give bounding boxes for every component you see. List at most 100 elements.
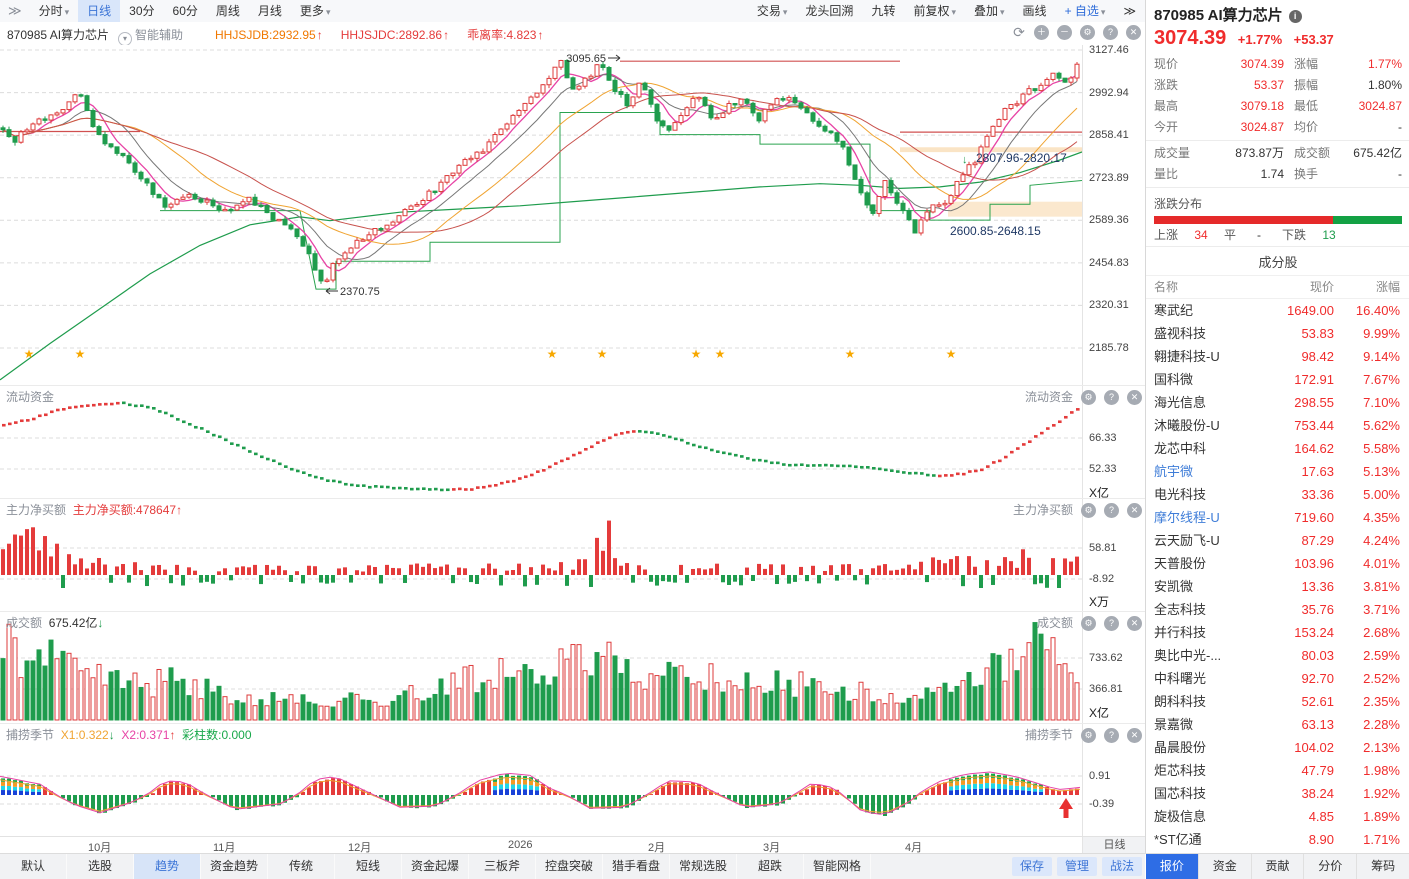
help-icon[interactable]: ? — [1104, 390, 1119, 406]
period-tab-周线[interactable]: 周线 — [215, 4, 240, 18]
action-管理[interactable]: 管理 — [1056, 857, 1097, 876]
constituent-row[interactable]: 旋极信息 4.85 1.89% — [1146, 805, 1409, 828]
collapse-icon[interactable]: ≫ — [8, 3, 22, 18]
help-icon[interactable]: ? — [1104, 728, 1119, 744]
constituent-row[interactable]: 电光科技 33.36 5.00% — [1146, 483, 1409, 506]
flow-funds-chart[interactable] — [0, 386, 1082, 499]
constituent-row[interactable]: 朗科科技 52.61 2.35% — [1146, 690, 1409, 713]
zoom-out-icon[interactable]: － — [1057, 25, 1072, 41]
settings-icon[interactable]: ⚙ — [1081, 503, 1096, 519]
close-icon[interactable]: ✕ — [1127, 616, 1142, 632]
strategy-选股[interactable]: 选股 — [67, 854, 134, 879]
col-header: 现价 — [1309, 280, 1334, 294]
constituent-row[interactable]: 云天励飞-U 87.29 4.24% — [1146, 529, 1409, 552]
constituent-row[interactable]: 航宇微 17.63 5.13% — [1146, 460, 1409, 483]
tab-资金[interactable]: 资金 — [1197, 854, 1251, 879]
settings-icon[interactable]: ⚙ — [1081, 728, 1096, 744]
turnover-chart[interactable] — [0, 612, 1082, 724]
help-icon[interactable]: ? — [1103, 25, 1118, 41]
turnover-panel[interactable]: 成交额 675.42亿↓ 成交额 ⚙? ✕ 733.62 366.81 X亿 — [0, 611, 1145, 724]
constituent-row[interactable]: 寒武纪 1649.00 16.40% — [1146, 299, 1409, 322]
strategy-短线[interactable]: 短线 — [335, 854, 402, 879]
strategy-智能网格[interactable]: 智能网格 — [804, 854, 871, 879]
strategy-资金趋势[interactable]: 资金趋势 — [201, 854, 268, 879]
zoom-in-icon[interactable]: ＋ — [1034, 25, 1049, 41]
strategy-趋势[interactable]: 趋势 — [134, 854, 201, 879]
constituent-row[interactable]: 安凯微 13.36 3.81% — [1146, 575, 1409, 598]
constituent-row[interactable]: 翱捷科技-U 98.42 9.14% — [1146, 345, 1409, 368]
tool-画线[interactable]: 画线 — [1022, 4, 1047, 18]
stock-price: 98.42 — [1301, 349, 1334, 364]
tool-+ 自选[interactable]: + 自选 ▾ — [1064, 4, 1106, 18]
period-tab-月线[interactable]: 月线 — [257, 4, 282, 18]
period-tab-60分[interactable]: 60分 — [172, 4, 198, 18]
constituent-row[interactable]: 晶晨股份 104.02 2.13% — [1146, 736, 1409, 759]
refresh-icon[interactable]: ⟳ — [1013, 24, 1025, 41]
tool-叠加[interactable]: 叠加 ▾ — [974, 4, 1005, 18]
constituent-row[interactable]: 奥比中光-... 80.03 2.59% — [1146, 644, 1409, 667]
tool-前复权[interactable]: 前复权 ▾ — [913, 4, 956, 18]
strategy-资金起爆[interactable]: 资金起爆 — [402, 854, 469, 879]
settings-icon[interactable]: ⚙ — [1080, 25, 1095, 41]
tab-贡献[interactable]: 贡献 — [1250, 854, 1304, 879]
tab-报价[interactable]: 报价 — [1146, 854, 1198, 879]
tool-九转[interactable]: 九转 — [871, 4, 896, 18]
main-net-buy-chart[interactable] — [0, 499, 1082, 612]
stock-price: 103.96 — [1294, 556, 1334, 571]
candlestick-chart[interactable]: 3095.65 2807.96-2820.17 ↓ 2600.85-2648.15 23… — [0, 45, 1082, 385]
stock-price: 1649.00 — [1287, 303, 1334, 318]
settings-icon[interactable]: ⚙ — [1081, 390, 1096, 406]
constituent-row[interactable]: 盛视科技 53.83 9.99% — [1146, 322, 1409, 345]
tab-分价[interactable]: 分价 — [1303, 854, 1356, 879]
close-icon[interactable]: ✕ — [1127, 390, 1142, 406]
constituent-row[interactable]: 海光信息 298.55 7.10% — [1146, 391, 1409, 414]
action-战法[interactable]: 战法 — [1101, 857, 1142, 876]
close-icon[interactable]: ✕ — [1127, 728, 1142, 744]
distribution-section: 涨跌分布 上涨 34 平 - 下跌 13 — [1146, 190, 1409, 246]
help-icon[interactable]: ? — [1104, 503, 1119, 519]
stock-pct: 1.89% — [1363, 809, 1400, 824]
settings-icon[interactable]: ⚙ — [1081, 616, 1096, 632]
tool-≫[interactable]: ≫ — [1123, 4, 1136, 18]
flow-funds-panel[interactable]: 流动资金 流动资金 ⚙? ✕ 66.33 52.33 X亿 — [0, 385, 1145, 500]
strategy-猎手看盘[interactable]: 猎手看盘 — [603, 854, 670, 879]
constituent-row[interactable]: 景嘉微 63.13 2.28% — [1146, 713, 1409, 736]
period-tab-更多[interactable]: 更多 ▾ — [299, 4, 331, 18]
constituent-row[interactable]: 国芯科技 38.24 1.92% — [1146, 782, 1409, 805]
constituent-row[interactable]: 炬芯科技 47.79 1.98% — [1146, 759, 1409, 782]
info-icon[interactable]: i — [1288, 10, 1302, 23]
constituent-row[interactable]: 沐曦股份-U 753.44 5.62% — [1146, 414, 1409, 437]
constituent-row[interactable]: 国科微 172.91 7.67% — [1146, 368, 1409, 391]
constituent-row[interactable]: 中科曙光 92.70 2.52% — [1146, 667, 1409, 690]
strategy-传统[interactable]: 传统 — [268, 854, 335, 879]
smart-assist-toggle[interactable]: ▾ 智能辅助 — [118, 26, 183, 46]
constituent-row[interactable]: 摩尔线程-U 719.60 4.35% — [1146, 506, 1409, 529]
help-icon[interactable]: ? — [1104, 616, 1119, 632]
period-tab-分时[interactable]: 分时 ▾ — [38, 4, 70, 18]
quote-label: 量比 — [1154, 167, 1179, 181]
chevron-down-icon: ▾ — [951, 7, 956, 17]
fishing-season-chart[interactable] — [0, 724, 1082, 837]
fishing-season-panel[interactable]: 捕捞季节 X1:0.322↓ X2:0.371↑ 彩柱数:0.000 捕捞季节 ⚙… — [0, 723, 1145, 837]
strategy-常规选股[interactable]: 常规选股 — [670, 854, 737, 879]
stock-name: 奥比中光-... — [1154, 648, 1222, 663]
constituent-row[interactable]: 全志科技 35.76 3.71% — [1146, 598, 1409, 621]
action-保存[interactable]: 保存 — [1011, 857, 1052, 876]
period-tab-30分[interactable]: 30分 — [129, 4, 155, 18]
constituent-row[interactable]: *ST亿通 8.90 1.71% — [1146, 828, 1409, 851]
constituent-row[interactable]: 天普股份 103.96 4.01% — [1146, 552, 1409, 575]
tool-龙头回溯[interactable]: 龙头回溯 — [805, 4, 854, 18]
tab-筹码[interactable]: 筹码 — [1356, 854, 1409, 879]
constituent-row[interactable]: 龙芯中科 164.62 5.58% — [1146, 437, 1409, 460]
period-tab-日线[interactable]: 日线 — [78, 0, 121, 22]
tool-交易[interactable]: 交易 ▾ — [756, 4, 788, 18]
main-net-buy-panel[interactable]: 主力净买额 主力净买额:478647↑ 主力净买额 ⚙? ✕ 58.81 -8.92 X… — [0, 498, 1145, 612]
constituent-row[interactable]: 并行科技 153.24 2.68% — [1146, 621, 1409, 644]
strategy-默认[interactable]: 默认 — [0, 854, 67, 879]
close-icon[interactable]: ✕ — [1126, 25, 1141, 41]
strategy-三板斧[interactable]: 三板斧 — [469, 854, 536, 879]
close-icon[interactable]: ✕ — [1127, 503, 1142, 519]
strategy-控盘突破[interactable]: 控盘突破 — [536, 854, 603, 879]
candlestick-panel[interactable]: 3095.65 2807.96-2820.17 ↓ 2600.85-2648.15 23… — [0, 44, 1145, 385]
strategy-超跌[interactable]: 超跌 — [737, 854, 804, 879]
